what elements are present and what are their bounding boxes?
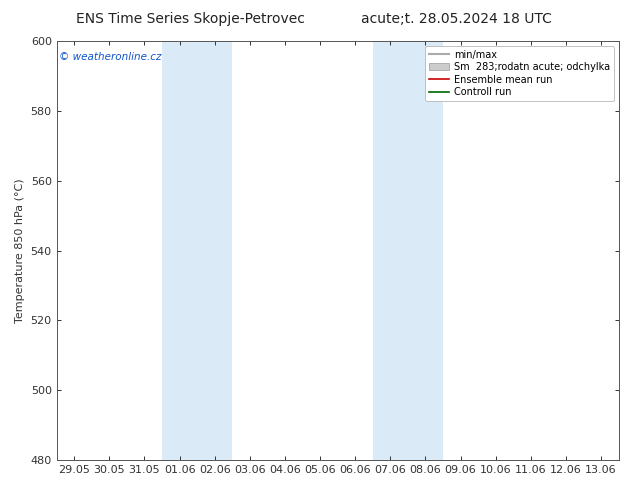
Text: © weatheronline.cz: © weatheronline.cz — [60, 51, 162, 62]
Text: ENS Time Series Skopje-Petrovec: ENS Time Series Skopje-Petrovec — [75, 12, 305, 26]
Legend: min/max, Sm  283;rodatn acute; odchylka, Ensemble mean run, Controll run: min/max, Sm 283;rodatn acute; odchylka, … — [425, 46, 614, 101]
Bar — [162, 41, 232, 460]
Bar — [373, 41, 443, 460]
Y-axis label: Temperature 850 hPa (°C): Temperature 850 hPa (°C) — [15, 178, 25, 323]
Text: acute;t. 28.05.2024 18 UTC: acute;t. 28.05.2024 18 UTC — [361, 12, 552, 26]
